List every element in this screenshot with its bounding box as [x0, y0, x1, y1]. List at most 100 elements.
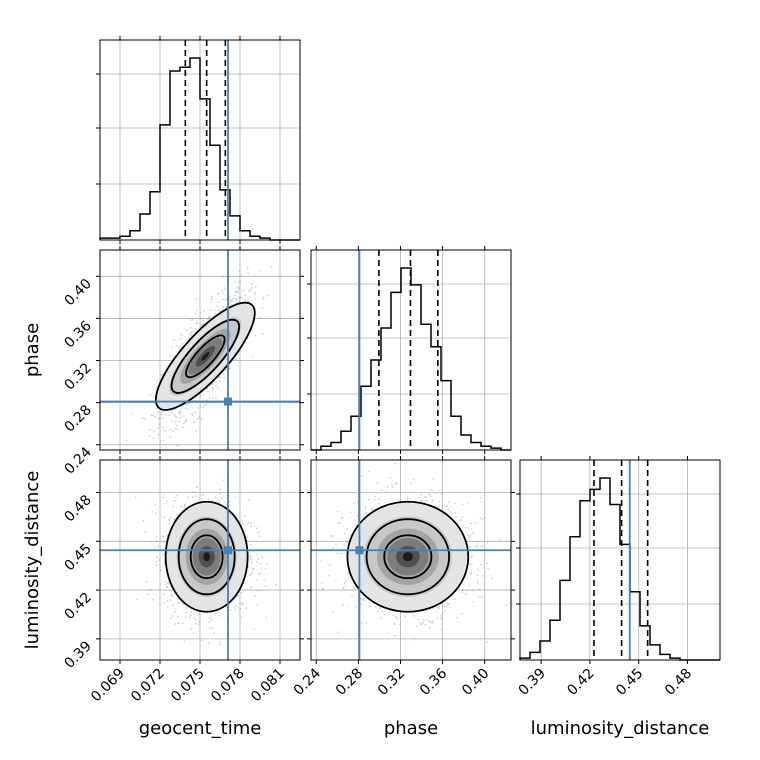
- sample-point: [152, 598, 155, 601]
- sample-point: [215, 384, 218, 387]
- sample-point: [475, 545, 478, 548]
- sample-point: [425, 496, 427, 498]
- sample-point: [172, 430, 174, 433]
- contour-0: [154, 301, 256, 411]
- sample-point: [170, 346, 173, 349]
- sample-point: [141, 416, 144, 419]
- sample-point: [343, 581, 346, 584]
- sample-point: [171, 420, 174, 423]
- sample-point: [241, 519, 243, 522]
- sample-point: [168, 522, 171, 525]
- sample-point: [229, 609, 232, 611]
- sample-point: [172, 604, 175, 607]
- sample-point: [218, 501, 221, 504]
- sample-point: [170, 594, 173, 597]
- sample-point: [228, 302, 231, 304]
- y-tick-label-phase: 0.40: [61, 276, 94, 309]
- sample-point: [259, 563, 262, 565]
- sample-point: [432, 477, 435, 480]
- sample-point: [341, 516, 343, 519]
- sample-point: [203, 310, 206, 313]
- sample-point: [211, 298, 213, 300]
- sample-point: [275, 584, 277, 586]
- sample-point: [438, 607, 440, 609]
- sample-point: [217, 614, 220, 617]
- sample-point: [258, 535, 261, 538]
- sample-point: [149, 393, 152, 396]
- sample-point: [254, 298, 257, 300]
- sample-point: [447, 508, 450, 511]
- sample-point: [174, 415, 177, 418]
- sample-point: [431, 498, 434, 501]
- joint-panel-phase-vs-geocent_time: [96, 246, 304, 459]
- sample-point: [478, 588, 480, 591]
- sample-point: [437, 607, 439, 609]
- sample-point: [145, 457, 147, 459]
- sample-point: [379, 607, 382, 609]
- sample-point: [239, 607, 242, 610]
- sample-point: [342, 586, 344, 589]
- sample-point: [241, 296, 244, 299]
- sample-point: [152, 414, 155, 417]
- sample-point: [251, 355, 254, 358]
- sample-point: [462, 589, 464, 592]
- sample-point: [176, 428, 179, 431]
- sample-point: [176, 601, 179, 604]
- sample-point: [202, 322, 205, 325]
- sample-point: [453, 502, 456, 505]
- sample-point: [351, 595, 354, 598]
- sample-point: [444, 508, 447, 511]
- sample-point: [420, 623, 422, 626]
- x-tick-label-geocent_time: 0.078: [208, 666, 248, 706]
- sample-point: [179, 410, 182, 413]
- sample-point: [238, 286, 240, 289]
- sample-point: [159, 569, 162, 572]
- sample-point: [184, 503, 187, 506]
- sample-point: [470, 554, 473, 557]
- sample-point: [208, 316, 210, 319]
- sample-point: [170, 410, 173, 413]
- x-tick-label-phase: 0.40: [459, 666, 492, 699]
- sample-point: [216, 292, 219, 295]
- sample-point: [157, 545, 159, 547]
- sample-point: [465, 593, 468, 596]
- sample-point: [181, 415, 184, 418]
- sample-point: [191, 413, 193, 416]
- sample-point: [211, 387, 214, 389]
- sample-point: [364, 506, 367, 509]
- sample-point: [194, 327, 197, 330]
- sample-point: [168, 428, 171, 431]
- sample-point: [155, 540, 158, 542]
- sample-point: [163, 602, 166, 604]
- sample-point: [186, 329, 189, 332]
- sample-point: [251, 283, 253, 286]
- sample-point: [261, 332, 264, 335]
- sample-point: [387, 632, 390, 635]
- sample-point: [424, 623, 427, 626]
- sample-point: [171, 595, 174, 598]
- contour-1: [177, 518, 236, 596]
- sample-point: [343, 532, 346, 535]
- sample-point: [345, 541, 348, 543]
- sample-point: [446, 602, 449, 604]
- sample-point: [356, 500, 359, 503]
- sample-point: [480, 563, 482, 566]
- sample-point: [195, 319, 198, 322]
- sample-point: [167, 582, 170, 584]
- sample-point: [249, 573, 252, 576]
- sample-point: [428, 621, 431, 623]
- sample-point: [461, 591, 464, 594]
- sample-point: [250, 544, 252, 547]
- sample-point: [206, 318, 209, 321]
- contour-2: [383, 534, 433, 580]
- sample-point: [199, 311, 202, 314]
- sample-point: [164, 414, 167, 417]
- sample-point: [185, 611, 188, 614]
- sample-point: [219, 310, 222, 313]
- sample-point: [441, 602, 444, 605]
- sample-point: [185, 418, 188, 421]
- sample-point: [163, 493, 166, 496]
- sample-point: [218, 643, 221, 646]
- sample-point: [150, 541, 153, 543]
- sample-point: [341, 517, 344, 520]
